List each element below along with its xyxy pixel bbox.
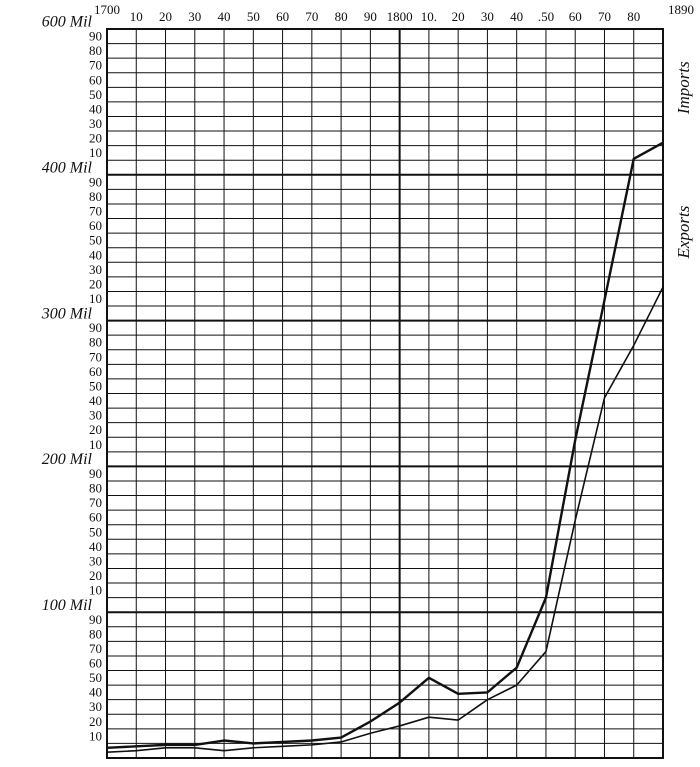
y-tick-label: 30 [89,262,102,277]
x-tick-label: 70 [305,9,318,24]
series-label: Exports [674,205,693,259]
x-tick-label: 1890 [668,2,694,17]
y-tick-label: 20 [89,276,102,291]
y-tick-label: 80 [89,189,102,204]
x-tick-label: 80 [335,9,348,24]
y-tick-label: 30 [89,553,102,568]
y-tick-label: 30 [89,699,102,714]
x-tick-label: 1700 [94,2,120,17]
x-tick-label: 90 [364,9,377,24]
y-tick-label: 70 [89,58,102,73]
y-tick-label: 10 [89,437,102,452]
y-tick-label: 40 [89,393,102,408]
y-tick-label: 50 [89,233,102,248]
x-tick-label: .50 [538,9,554,24]
y-tick-label: 80 [89,626,102,641]
x-tick-label: 10. [421,9,437,24]
y-tick-label: 70 [89,349,102,364]
y-tick-label: 20 [89,568,102,583]
y-tick-label: 400 Mil [42,159,93,176]
line-series [106,141,664,749]
x-tick-label: 80 [627,9,640,24]
y-tick-label: 60 [89,218,102,233]
y-tick-label: 70 [89,641,102,656]
series-label: Imports [674,61,693,115]
y-tick-label: 50 [89,87,102,102]
y-tick-label: 10 [89,145,102,160]
x-tick-label: 40 [510,9,523,24]
y-tick-label: 70 [89,204,102,219]
y-tick-label: 90 [89,29,102,44]
y-tick-label: 20 [89,714,102,729]
x-tick-label: 30 [188,9,201,24]
y-tick-label: 20 [89,422,102,437]
x-tick-label: 20 [452,9,465,24]
y-tick-label: 70 [89,495,102,510]
line-series [106,286,664,753]
y-tick-label: 90 [89,320,102,335]
y-tick-label: 300 Mil [41,305,93,322]
y-tick-label: 10 [89,583,102,598]
x-tick-label: 60 [569,9,582,24]
y-tick-label: 200 Mil [42,451,93,468]
y-tick-label: 40 [89,247,102,262]
y-tick-label: 10 [89,728,102,743]
y-tick-label: 80 [89,335,102,350]
y-tick-label: 90 [89,174,102,189]
x-tick-label: 50 [247,9,260,24]
y-tick-label: 30 [89,408,102,423]
x-tick-label: 40 [218,9,231,24]
y-tick-label: 20 [89,131,102,146]
y-tick-label: 600 Mil [42,14,93,31]
y-tick-label: 60 [89,364,102,379]
x-tick-label: 10 [130,9,143,24]
y-tick-label: 40 [89,685,102,700]
x-tick-label: 20 [159,9,172,24]
x-tick-label: 70 [598,9,611,24]
y-tick-label: 40 [89,101,102,116]
x-tick-label: 60 [276,9,289,24]
y-tick-label: 60 [89,656,102,671]
y-tick-label: 10 [89,291,102,306]
y-tick-label: 40 [89,539,102,554]
y-tick-label: 90 [89,612,102,627]
y-tick-label: 50 [89,670,102,685]
y-tick-label: 80 [89,43,102,58]
y-tick-label: 90 [89,466,102,481]
y-tick-label: 60 [89,510,102,525]
y-tick-label: 80 [89,481,102,496]
y-tick-label: 50 [89,524,102,539]
y-tick-label: 100 Mil [42,597,93,614]
y-tick-label: 50 [89,378,102,393]
x-tick-label: 30 [481,9,494,24]
y-tick-label: 60 [89,72,102,87]
y-tick-label: 30 [89,116,102,131]
x-tick-label: 1800 [387,9,413,24]
